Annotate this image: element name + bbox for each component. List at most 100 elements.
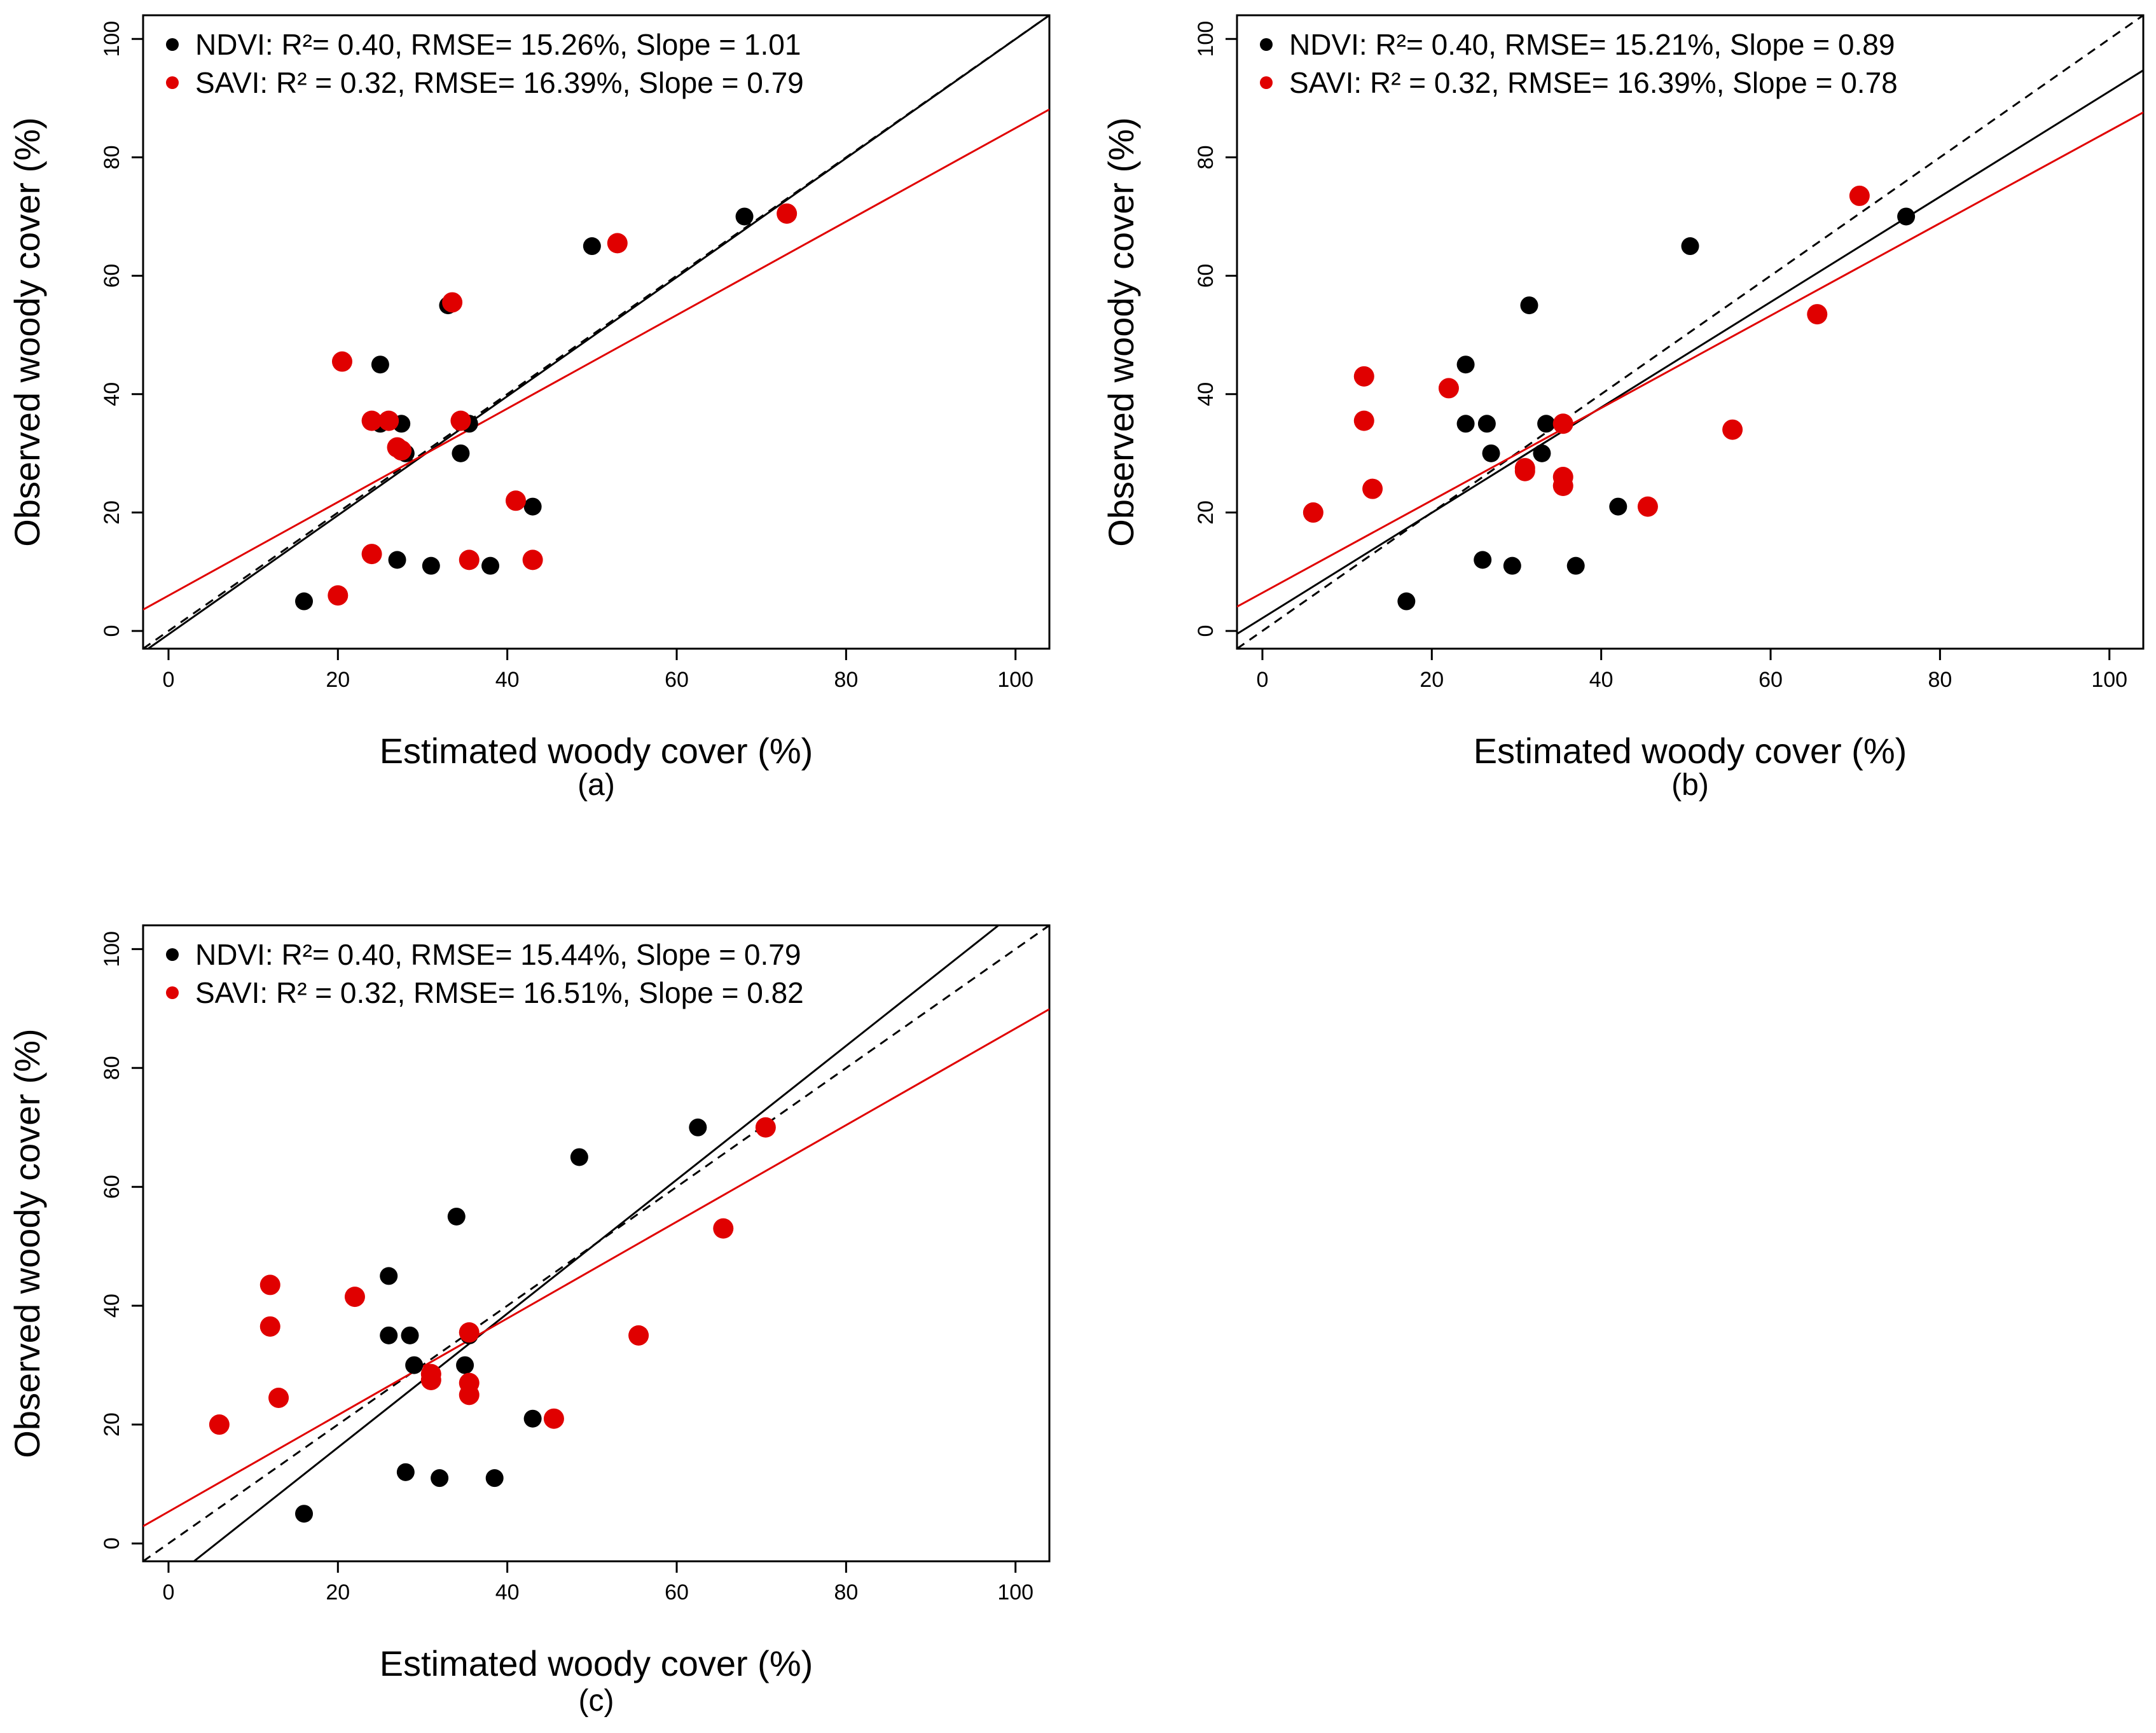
- y-tick-label: 0: [100, 1538, 124, 1550]
- ndvi-point: [447, 1207, 466, 1226]
- savi-legend-marker: [166, 986, 179, 999]
- x-tick-label: 60: [1759, 668, 1783, 692]
- y-tick-label: 80: [1194, 145, 1218, 169]
- x-tick-label: 60: [665, 1580, 689, 1605]
- y-tick-label: 40: [100, 1294, 124, 1318]
- x-tick-label: 0: [1256, 668, 1268, 692]
- y-tick-label: 40: [100, 382, 124, 406]
- ndvi-fit-line: [1237, 69, 2143, 635]
- ndvi-point: [583, 237, 601, 256]
- ndvi-point: [735, 207, 754, 226]
- ndvi-point: [1533, 444, 1551, 462]
- savi-legend-label: SAVI: R² = 0.32, RMSE= 16.51%, Slope = 0…: [195, 976, 804, 1009]
- panel-label: (b): [1671, 768, 1709, 802]
- x-tick-label: 80: [834, 1580, 858, 1605]
- savi-point: [391, 440, 412, 461]
- ndvi-point: [401, 1326, 419, 1344]
- y-tick-label: 100: [100, 21, 124, 57]
- savi-point: [459, 1322, 480, 1343]
- plot-area: [143, 15, 1049, 649]
- savi-point: [607, 233, 628, 254]
- y-tick-label: 100: [1194, 21, 1218, 57]
- savi-point: [1353, 366, 1374, 387]
- x-tick-label: 20: [326, 668, 350, 692]
- savi-legend-marker: [166, 76, 179, 89]
- savi-point: [259, 1316, 280, 1337]
- savi-point: [259, 1274, 280, 1295]
- ndvi-point: [1477, 415, 1496, 433]
- ndvi-point: [431, 1469, 449, 1488]
- x-tick-label: 20: [326, 1580, 350, 1605]
- panels: 0 20 40 60 80 100 0 20 40 60 80 100 Estimated woody …: [7, 14, 2145, 1718]
- savi-legend-label: SAVI: R² = 0.32, RMSE= 16.39%, Slope = 0…: [195, 66, 804, 99]
- savi-point: [209, 1414, 230, 1435]
- x-axis-label: Estimated woody cover (%): [1474, 731, 1907, 771]
- x-tick-label: 100: [997, 668, 1033, 692]
- ndvi-point: [485, 1469, 504, 1488]
- x-axis-label: Estimated woody cover (%): [380, 731, 813, 771]
- panel-c: 0 20 40 60 80 100 0 20 40 60 80 100 Estimated woody …: [7, 924, 1051, 1718]
- y-tick-label: 20: [1194, 501, 1218, 525]
- savi-point: [442, 292, 463, 313]
- savi-point: [628, 1325, 649, 1346]
- savi-legend-label: SAVI: R² = 0.32, RMSE= 16.39%, Slope = 0…: [1289, 66, 1898, 99]
- ndvi-point: [388, 551, 406, 569]
- ndvi-point: [1609, 497, 1627, 516]
- panel-label: (a): [577, 768, 615, 802]
- legend: NDVI: R²= 0.40, RMSE= 15.44%, Slope = 0.…: [166, 938, 804, 1009]
- y-tick-label: 0: [100, 625, 124, 637]
- savi-point: [361, 544, 382, 565]
- ndvi-point: [1503, 556, 1521, 575]
- ndvi-point: [396, 1463, 415, 1481]
- savi-point: [522, 549, 543, 570]
- savi-point: [459, 549, 480, 570]
- ndvi-legend-label: NDVI: R²= 0.40, RMSE= 15.44%, Slope = 0.…: [195, 938, 801, 971]
- y-tick-label: 60: [100, 1175, 124, 1199]
- x-tick-label: 80: [1928, 668, 1952, 692]
- savi-point: [361, 410, 382, 431]
- savi-point: [1303, 502, 1323, 523]
- ndvi-point: [523, 497, 542, 516]
- savi-point: [1807, 304, 1828, 325]
- savi-point: [1353, 410, 1374, 431]
- panel-b: 0 20 40 60 80 100 0 20 40 60 80 100 Estimated woody …: [1101, 14, 2145, 802]
- x-tick-label: 0: [162, 1580, 174, 1605]
- savi-fit-line: [143, 108, 1049, 611]
- ndvi-legend-marker: [166, 38, 179, 51]
- y-tick-label: 0: [1194, 625, 1218, 637]
- ndvi-point: [1474, 551, 1492, 569]
- x-tick-label: 80: [834, 668, 858, 692]
- savi-point: [331, 351, 352, 372]
- ndvi-legend-marker: [1260, 38, 1273, 51]
- ndvi-legend-label: NDVI: R²= 0.40, RMSE= 15.26%, Slope = 1.…: [195, 28, 801, 61]
- y-tick-label: 40: [1194, 382, 1218, 406]
- savi-point: [543, 1408, 564, 1429]
- ndvi-point: [422, 556, 440, 575]
- legend: NDVI: R²= 0.40, RMSE= 15.26%, Slope = 1.…: [166, 28, 804, 99]
- y-axis-label: Observed woody cover (%): [7, 1028, 47, 1458]
- savi-point: [755, 1117, 776, 1138]
- ndvi-point: [1537, 415, 1556, 433]
- ndvi-point: [1482, 444, 1500, 462]
- ndvi-point: [380, 1267, 398, 1285]
- y-tick-label: 80: [100, 145, 124, 169]
- plot-area: [1237, 15, 2143, 649]
- y-axis-label: Observed woody cover (%): [7, 117, 47, 546]
- y-tick-label: 80: [100, 1056, 124, 1080]
- x-tick-label: 40: [1589, 668, 1614, 692]
- savi-point: [1514, 460, 1535, 481]
- x-tick-label: 20: [1420, 668, 1444, 692]
- savi-point: [1849, 185, 1870, 206]
- ndvi-point: [452, 444, 470, 462]
- ndvi-point: [570, 1148, 588, 1166]
- ndvi-point: [1681, 237, 1699, 256]
- savi-point: [777, 203, 798, 224]
- savi-point: [420, 1369, 441, 1390]
- savi-point: [1438, 378, 1459, 399]
- ndvi-point: [1456, 415, 1475, 433]
- savi-fit-line: [1237, 111, 2143, 608]
- savi-point: [1552, 413, 1573, 434]
- x-tick-label: 60: [665, 668, 689, 692]
- plot-frame: [1236, 14, 2145, 650]
- ndvi-legend-marker: [166, 948, 179, 961]
